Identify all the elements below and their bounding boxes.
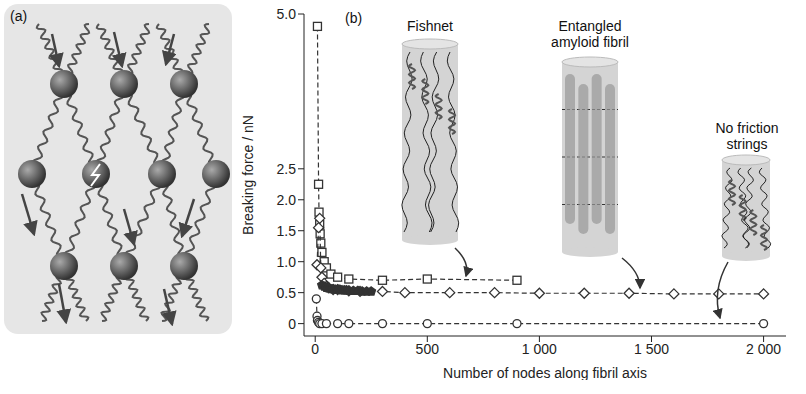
svg-text:500: 500 bbox=[416, 341, 440, 357]
svg-text:2.0: 2.0 bbox=[277, 192, 297, 208]
svg-text:0: 0 bbox=[288, 316, 296, 332]
svg-text:5.0: 5.0 bbox=[277, 6, 297, 22]
svg-text:1.5: 1.5 bbox=[277, 223, 297, 239]
svg-text:Breaking force / nN: Breaking force / nN bbox=[240, 115, 256, 235]
html-text:(a): (a) bbox=[10, 8, 28, 24]
html-text:Fishnet: Fishnet bbox=[407, 18, 453, 34]
html-text:(b): (b) bbox=[345, 10, 363, 26]
svg-text:0.5: 0.5 bbox=[277, 285, 297, 301]
svg-text:0: 0 bbox=[311, 341, 319, 357]
svg-text:1 000: 1 000 bbox=[522, 341, 557, 357]
html-text:No friction strings: No friction strings bbox=[715, 120, 779, 152]
svg-text:Number of nodes along fibril a: Number of nodes along fibril axis bbox=[443, 365, 647, 380]
svg-text:2.5: 2.5 bbox=[277, 161, 297, 177]
html-text:Entangled amyloid fibril: Entangled amyloid fibril bbox=[551, 18, 629, 50]
svg-text:2 000: 2 000 bbox=[746, 341, 781, 357]
svg-text:1.0: 1.0 bbox=[277, 254, 297, 270]
svg-text:1 500: 1 500 bbox=[634, 341, 669, 357]
